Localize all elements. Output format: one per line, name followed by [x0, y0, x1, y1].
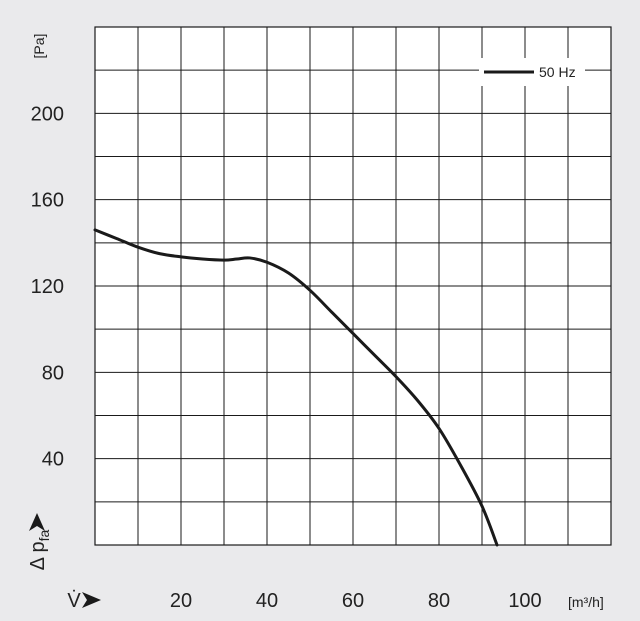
legend-label: 50 Hz	[539, 64, 576, 80]
y-axis-label-sub: fa	[36, 529, 52, 541]
y-tick-labels: 40 80 120 160 200	[31, 103, 64, 470]
x-unit-label: [m³/h]	[568, 594, 604, 610]
y-axis-label-main: Δ p	[27, 541, 49, 570]
x-tick-labels: 20 40 60 80 100	[170, 590, 542, 612]
y-tick-label: 160	[31, 190, 64, 212]
x-tick-label: 60	[342, 590, 364, 612]
x-axis-label: V̇	[67, 590, 81, 612]
svg-text:Δ pfa: Δ pfa	[27, 529, 52, 570]
series-layer	[93, 228, 499, 547]
series-line	[93, 228, 499, 547]
y-axis-arrow-icon	[29, 513, 45, 531]
plot-frame	[94, 26, 612, 546]
y-tick-label: 200	[31, 103, 64, 125]
y-unit-label: [Pa]	[31, 34, 47, 59]
x-tick-label: 40	[256, 590, 278, 612]
y-axis-label: Δ pfa	[27, 529, 52, 570]
x-tick-label: 100	[508, 590, 541, 612]
x-tick-label: 80	[428, 590, 450, 612]
y-tick-label: 40	[42, 449, 64, 471]
grid	[95, 27, 611, 545]
y-tick-label: 80	[42, 362, 64, 384]
legend: 50 Hz	[479, 58, 585, 86]
x-axis-arrow-icon	[82, 592, 101, 608]
x-tick-label: 20	[170, 590, 192, 612]
y-tick-label: 120	[31, 276, 64, 298]
